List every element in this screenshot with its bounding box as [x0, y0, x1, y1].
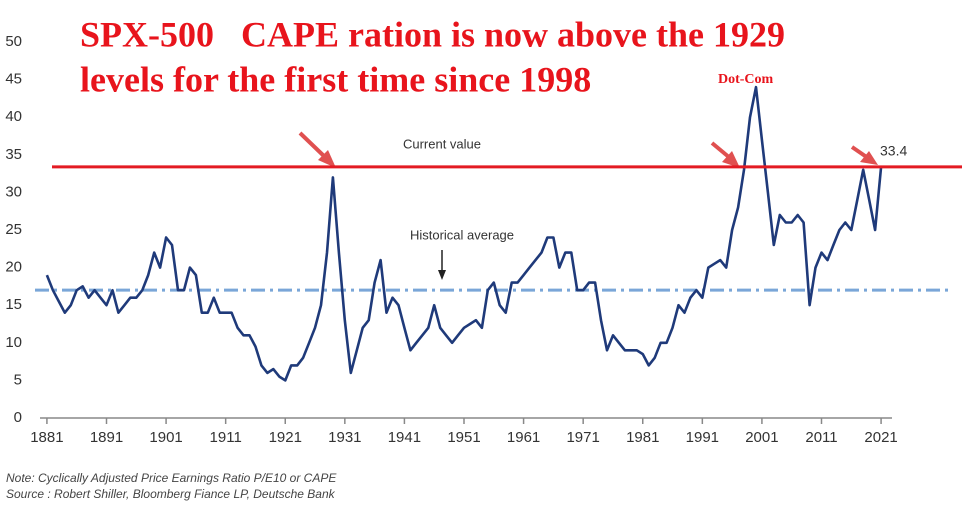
- x-tick-label: 1881: [30, 429, 63, 446]
- x-tick-label: 1981: [626, 429, 659, 446]
- current-value-label: 33.4: [880, 143, 907, 159]
- arrows: [298, 131, 878, 168]
- y-tick-label: 0: [14, 409, 22, 426]
- x-tick-label: 1961: [507, 429, 540, 446]
- x-tick-label: 1991: [686, 429, 719, 446]
- x-tick-label: 1911: [210, 429, 242, 446]
- x-tick-label: 2001: [745, 429, 778, 446]
- x-tick-label: 2021: [864, 429, 897, 446]
- average-label: Historical average: [410, 227, 514, 242]
- average-arrow: [438, 250, 446, 280]
- y-tick-label: 50: [5, 33, 22, 50]
- chart-title: SPX-500 CAPE ration is now above the 192…: [80, 14, 785, 54]
- y-tick-label: 45: [5, 71, 22, 88]
- x-tick-label: 1891: [90, 429, 123, 446]
- y-tick-label: 10: [5, 334, 22, 351]
- x-tick-label: 1941: [388, 429, 421, 446]
- data-line: [45, 85, 883, 382]
- y-tick-label: 25: [5, 221, 22, 238]
- x-tick-label: 1931: [328, 429, 361, 446]
- y-tick-label: 35: [5, 146, 22, 163]
- x-tick-label: 1921: [269, 429, 302, 446]
- x-tick-label: 1901: [149, 429, 182, 446]
- x-tick-label: 1951: [447, 429, 480, 446]
- y-tick-label: 40: [5, 108, 22, 125]
- y-tick-label: 15: [5, 296, 22, 313]
- current-label: Current value: [403, 136, 481, 151]
- note: Note: Cyclically Adjusted Price Earnings…: [6, 471, 337, 485]
- chart-title: levels for the first time since 1998: [80, 59, 591, 99]
- x-tick-label: 2011: [805, 429, 837, 446]
- x-tick-label: 1971: [566, 429, 599, 446]
- y-tick-label: 5: [14, 371, 22, 388]
- note: Source : Robert Shiller, Bloomberg Fianc…: [6, 487, 336, 501]
- annotation: Dot-Com: [718, 72, 774, 87]
- y-tick-label: 30: [5, 183, 22, 200]
- y-tick-label: 20: [5, 259, 22, 276]
